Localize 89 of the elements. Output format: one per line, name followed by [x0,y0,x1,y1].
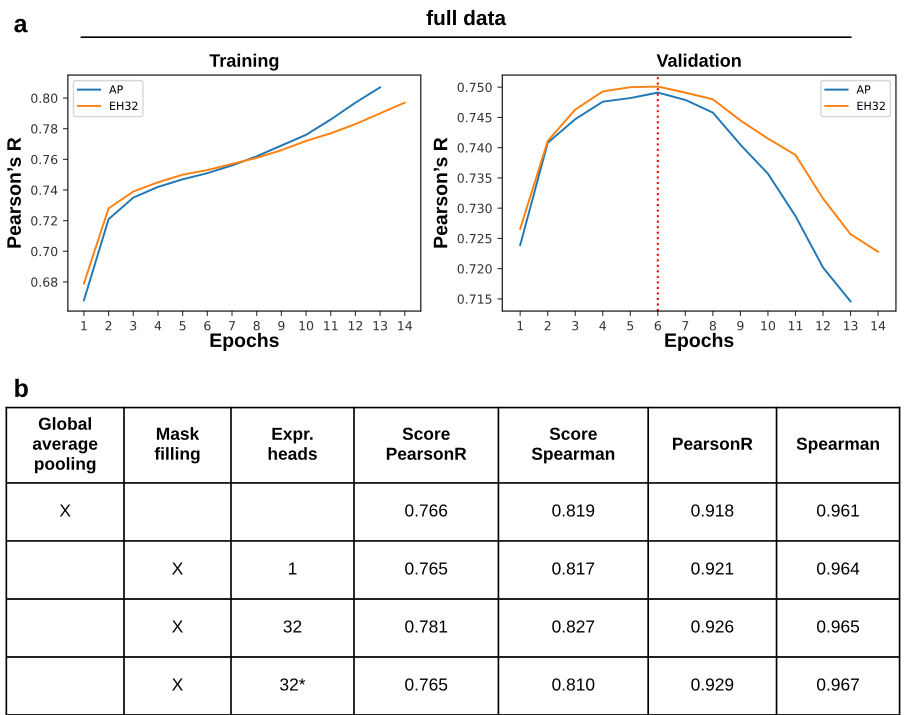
y-tick-label: 0.76 [31,154,58,164]
legend-label: EH32 [110,102,138,110]
category-label: PearsonR [673,438,753,450]
x-tick-label: 12 [816,320,830,330]
x-tick-label: 4 [154,321,162,330]
text: 0.827 [552,620,594,633]
text: 0.961 [817,504,859,517]
legend-label: AP [856,85,870,94]
text: 0.926 [691,620,734,633]
x-tick-label: 3 [572,320,578,330]
text: X [172,620,183,632]
x-tick-label: 2 [106,320,112,330]
y-tick-label: 0.72 [31,216,57,226]
x-tick-label: 13 [844,320,858,330]
x-tick-label: 7 [682,321,688,330]
text: 0.965 [817,620,860,633]
category-label: Global average pooling [32,417,98,474]
x-tick-label: 5 [627,321,634,330]
x-axis-title: Epochs [665,332,734,351]
text: X [172,562,183,574]
category-label: Mask filling [154,427,200,464]
y-tick-label: 0.70 [31,246,58,256]
x-tick-label: 11 [788,321,802,330]
x-tick-label: 8 [254,320,260,330]
y-axis-title: Pearson’s R [434,138,448,248]
text: 0.819 [552,504,594,517]
y-tick-label: 0.715 [458,294,492,304]
chart-title: Validation [656,54,741,67]
y-tick-label: 0.80 [31,94,58,103]
text: 0.918 [691,504,734,517]
x-tick-label: 11 [324,321,338,330]
x-tick-label: 9 [737,320,744,330]
chart-title: Training [209,54,278,71]
category-label: Score PearsonR [386,428,466,460]
y-tick-label: 0.745 [458,112,492,122]
x-tick-label: 5 [180,321,186,330]
x-tick-label: 9 [278,320,284,330]
x-tick-label: 2 [544,320,550,330]
text: 1 [288,562,296,574]
legend-label: AP [109,85,123,94]
y-tick-label: 0.740 [458,143,492,153]
x-tick-label: 8 [710,320,716,330]
text: X [60,504,71,516]
x-tick-label: 10 [761,320,776,330]
y-tick-label: 0.735 [458,173,492,183]
text: b [15,378,28,398]
text: 0.781 [405,620,448,633]
x-tick-label: 13 [374,320,388,330]
x-tick-label: 4 [599,321,606,330]
text: 32* [280,678,306,691]
y-tick-label: 0.74 [31,185,58,195]
y-tick-label: 0.750 [458,82,492,92]
x-tick-label: 14 [871,321,886,330]
y-tick-label: 0.725 [458,234,492,244]
text: 0.765 [405,562,448,575]
text: 0.929 [691,678,734,691]
text: 0.766 [405,504,448,517]
category-label: Spearman [796,438,879,454]
x-tick-label: 1 [518,321,523,330]
line-series [82,86,382,302]
text: 0.810 [552,678,594,691]
x-tick-label: 1 [81,321,87,330]
x-axis-title: Epochs [210,332,279,351]
text: X [172,678,183,690]
text: a [14,18,28,32]
x-tick-label: 7 [229,321,235,330]
y-tick-label: 0.730 [458,204,492,214]
text: 0.921 [691,562,734,575]
text: 0.765 [405,678,448,691]
category-label: Score Spearman [532,428,614,464]
x-tick-label: 10 [299,320,314,330]
y-axis-title: Pearson’s R [7,138,21,248]
x-tick-label: 6 [204,320,211,330]
x-tick-label: 14 [398,321,412,330]
text: 32 [284,620,302,633]
line-series [519,92,852,302]
x-tick-label: 6 [654,320,662,330]
category-label: Expr. heads [268,428,317,460]
y-tick-label: 0.720 [458,264,492,274]
text: 0.817 [552,562,594,575]
text: full data [426,10,506,26]
y-tick-label: 0.78 [31,124,58,134]
x-tick-label: 3 [130,320,136,330]
text: 0.964 [817,562,860,575]
y-tick-label: 0.68 [31,277,58,287]
line-series [82,102,406,284]
text: 0.967 [817,678,859,691]
x-tick-label: 12 [348,320,362,330]
legend-label: EH32 [858,102,885,110]
